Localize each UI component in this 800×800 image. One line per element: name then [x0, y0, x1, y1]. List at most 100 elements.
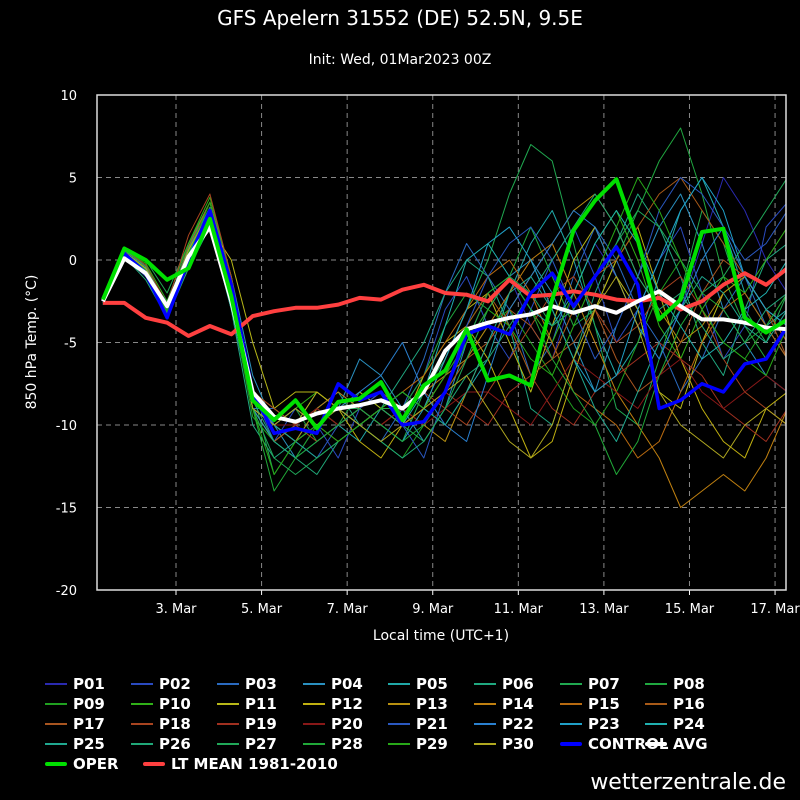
legend-swatch	[303, 743, 325, 745]
legend-swatch	[560, 683, 582, 685]
legend-label: P03	[245, 675, 277, 693]
legend-label: P22	[502, 715, 534, 733]
legend-label: P23	[588, 715, 620, 733]
legend-item-p14: P14	[474, 694, 534, 714]
legend-swatch	[645, 683, 667, 685]
legend-item-p05: P05	[388, 674, 448, 694]
legend-item-p15: P15	[560, 694, 620, 714]
legend-label: P04	[331, 675, 363, 693]
legend-label: P27	[245, 735, 277, 753]
legend-swatch	[474, 743, 496, 745]
x-tick-label: 15. Mar	[665, 602, 715, 617]
series-line-p14	[102, 218, 786, 508]
legend-swatch	[388, 683, 410, 685]
legend-item-p26: P26	[131, 734, 191, 754]
legend-item-lt-mean-1981-2010: LT MEAN 1981-2010	[143, 754, 338, 774]
legend-swatch	[560, 742, 582, 746]
legend-item-p24: P24	[645, 714, 705, 734]
y-tick-label: 5	[69, 172, 77, 187]
legend-item-p04: P04	[303, 674, 363, 694]
y-tick-label: 10	[60, 89, 77, 104]
legend-label: P16	[673, 695, 705, 713]
legend-label: P24	[673, 715, 705, 733]
legend-item-oper: OPER	[45, 754, 119, 774]
legend-label: P15	[588, 695, 620, 713]
legend-swatch	[474, 703, 496, 705]
legend-swatch	[645, 742, 667, 746]
chart-subtitle: Init: Wed, 01Mar2023 00Z	[308, 52, 492, 68]
legend-label: P02	[159, 675, 191, 693]
legend-swatch	[217, 743, 239, 745]
legend-swatch	[45, 743, 67, 745]
legend-label: P30	[502, 735, 534, 753]
legend-swatch	[143, 762, 165, 766]
legend-label: P13	[416, 695, 448, 713]
legend-swatch	[645, 723, 667, 725]
legend-item-p28: P28	[303, 734, 363, 754]
legend-item-control: CONTROL	[560, 734, 668, 754]
legend-item-p02: P02	[131, 674, 191, 694]
legend-label: LT MEAN 1981-2010	[171, 755, 338, 773]
y-tick-label: -5	[64, 337, 77, 352]
y-tick-labels: 10 5 0 -5 -10 -15 -20	[56, 89, 77, 599]
legend-item-p21: P21	[388, 714, 448, 734]
x-tick-label: 5. Mar	[241, 602, 283, 617]
x-tick-label: 13. Mar	[579, 602, 629, 617]
legend-swatch	[560, 723, 582, 725]
x-tick-label: 3. Mar	[155, 602, 197, 617]
legend-label: CONTROL	[588, 735, 669, 753]
legend-item-p18: P18	[131, 714, 191, 734]
legend-swatch	[560, 703, 582, 705]
legend-item-p11: P11	[217, 694, 277, 714]
legend-swatch	[131, 703, 153, 705]
x-tick-label: 17. Mar	[750, 602, 800, 617]
legend-swatch	[303, 723, 325, 725]
x-tick-labels: 3. Mar 5. Mar 7. Mar 9. Mar 11. Mar 13. Mar 15…	[155, 602, 800, 617]
legend-label: P05	[416, 675, 448, 693]
y-tick-label: -15	[56, 502, 77, 517]
legend-label: P10	[159, 695, 191, 713]
legend-swatch	[217, 723, 239, 725]
legend-item-p09: P09	[45, 694, 105, 714]
legend-swatch	[388, 723, 410, 725]
legend-label: P08	[673, 675, 705, 693]
legend-label: P19	[245, 715, 277, 733]
legend-swatch	[131, 743, 153, 745]
legend-label: P14	[502, 695, 534, 713]
legend-label: P07	[588, 675, 620, 693]
series-lines	[101, 127, 786, 508]
legend-label: P17	[73, 715, 105, 733]
legend-label: P11	[245, 695, 277, 713]
legend-swatch	[131, 683, 153, 685]
legend-swatch	[45, 703, 67, 705]
legend-item-p01: P01	[45, 674, 105, 694]
legend-label: P09	[73, 695, 105, 713]
legend-item-p29: P29	[388, 734, 448, 754]
legend-item-p07: P07	[560, 674, 620, 694]
legend-item-p06: P06	[474, 674, 534, 694]
legend-label: P25	[73, 735, 105, 753]
chart-title: GFS Apelern 31552 (DE) 52.5N, 9.5E	[217, 6, 583, 30]
y-tick-label: -20	[56, 584, 77, 599]
legend-label: P28	[331, 735, 363, 753]
legend-item-p16: P16	[645, 694, 705, 714]
legend-swatch	[303, 703, 325, 705]
y-tick-label: 0	[69, 254, 77, 269]
legend-item-p03: P03	[217, 674, 277, 694]
legend-item-p25: P25	[45, 734, 105, 754]
legend-label: P18	[159, 715, 191, 733]
plot-border	[96, 94, 787, 591]
y-axis-label: 850 hPa Temp. (°C)	[24, 275, 40, 410]
legend-item-p12: P12	[303, 694, 363, 714]
legend-swatch	[217, 683, 239, 685]
series-line-p12	[102, 218, 786, 459]
legend-item-p17: P17	[45, 714, 105, 734]
legend-item-p08: P08	[645, 674, 705, 694]
legend-label: OPER	[73, 755, 119, 773]
legend-item-p23: P23	[560, 714, 620, 734]
legend-label: P29	[416, 735, 448, 753]
series-line-p30	[102, 210, 786, 459]
legend-label: P12	[331, 695, 363, 713]
legend-label: P21	[416, 715, 448, 733]
x-tick-label: 9. Mar	[412, 602, 454, 617]
